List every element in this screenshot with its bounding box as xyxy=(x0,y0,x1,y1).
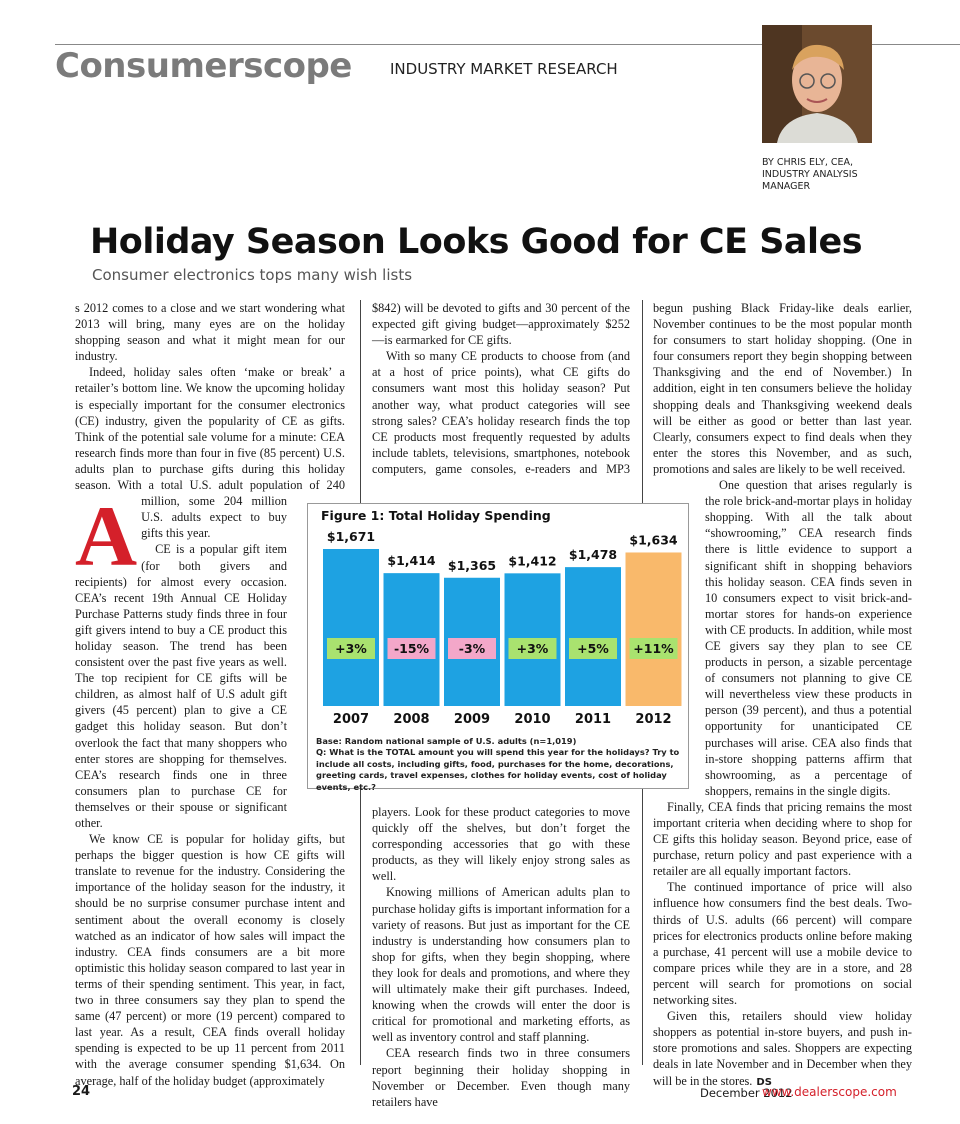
paragraph: One question that arises regularly is th… xyxy=(705,478,912,798)
paragraph: CEA research finds two in three consumer… xyxy=(372,1046,630,1109)
change-label: +3% xyxy=(517,641,549,656)
year-label: 2012 xyxy=(635,712,671,727)
paragraph: With so many CE products to choose from … xyxy=(372,349,630,884)
bar-chart: Figure 1: Total Holiday Spending $1,671 +3… xyxy=(321,508,682,727)
change-label: +5% xyxy=(577,641,609,656)
change-badge xyxy=(448,638,496,659)
website-url[interactable]: www.dealerscope.com xyxy=(762,1085,897,1099)
change-badge xyxy=(387,638,436,659)
section-label: INDUSTRY MARKET RESEARCH xyxy=(390,60,618,78)
chart-title: Figure 1: Total Holiday Spending xyxy=(321,508,551,523)
year-label: 2009 xyxy=(454,712,490,727)
year-label: 2008 xyxy=(393,712,429,727)
year-label: 2011 xyxy=(575,712,611,727)
change-badge xyxy=(629,638,678,659)
value-label: $1,414 xyxy=(387,553,436,568)
paragraph: Given this, retailers should view holida… xyxy=(653,1009,912,1088)
issue-date: December 2012 xyxy=(700,1086,793,1100)
paragraph: Knowing millions of American adults plan… xyxy=(372,885,630,1045)
figure-notes: Base: Random national sample of U.S. adu… xyxy=(316,736,684,793)
value-label: $1,412 xyxy=(508,553,556,568)
change-label: +11% xyxy=(633,641,674,656)
change-badge xyxy=(327,638,375,659)
paragraph: begun pushing Black Friday-like deals ea… xyxy=(653,301,912,476)
paragraph: Finally, CEA finds that pricing remains … xyxy=(653,799,912,879)
change-badge xyxy=(569,638,617,659)
author-photo xyxy=(762,25,872,143)
figure: Figure 1: Total Holiday Spending $1,671 +3… xyxy=(307,503,689,792)
change-badge xyxy=(508,638,557,659)
change-label: -15% xyxy=(394,641,430,656)
article-column: $842) will be devoted to gifts and 30 pe… xyxy=(372,300,630,1110)
subheadline: Consumer electronics tops many wish list… xyxy=(92,266,413,284)
year-label: 2010 xyxy=(514,712,550,727)
drop-cap: A xyxy=(75,488,138,584)
page-number: 24 xyxy=(72,1084,91,1099)
paragraph: Indeed, holiday sales often ‘make or bre… xyxy=(75,365,345,541)
paragraph: CE is a popular gift item (for both give… xyxy=(75,542,287,830)
article-column: A s 2012 comes to a close and we start w… xyxy=(75,300,345,1089)
value-label: $1,634 xyxy=(629,532,678,547)
change-label: +3% xyxy=(335,641,367,656)
value-label: $1,365 xyxy=(448,558,496,573)
change-label: -3% xyxy=(459,641,486,656)
byline: BY CHRIS ELY, CEA, INDUSTRY ANALYSIS MAN… xyxy=(762,157,858,192)
headline: Holiday Season Looks Good for CE Sales xyxy=(90,222,863,262)
survey-question: Q: What is the TOTAL amount you will spe… xyxy=(316,747,680,792)
bar xyxy=(565,567,621,706)
brand: Consumerscope xyxy=(55,46,352,86)
value-label: $1,478 xyxy=(569,547,617,562)
bar xyxy=(323,549,379,706)
end-mark: DS xyxy=(756,1076,772,1088)
bar xyxy=(625,552,682,706)
year-label: 2007 xyxy=(333,712,369,727)
paragraph: $842) will be devoted to gifts and 30 pe… xyxy=(372,301,630,348)
top-rule xyxy=(55,44,960,45)
paragraph: The continued importance of price will a… xyxy=(653,880,912,1008)
value-label: $1,671 xyxy=(327,529,375,544)
base-note: Base: Random national sample of U.S. adu… xyxy=(316,736,577,746)
paragraph: We know CE is popular for holiday gifts,… xyxy=(75,832,345,1088)
article-column: begun pushing Black Friday-like deals ea… xyxy=(653,300,912,1091)
paragraph: s 2012 comes to a close and we start won… xyxy=(75,301,345,364)
